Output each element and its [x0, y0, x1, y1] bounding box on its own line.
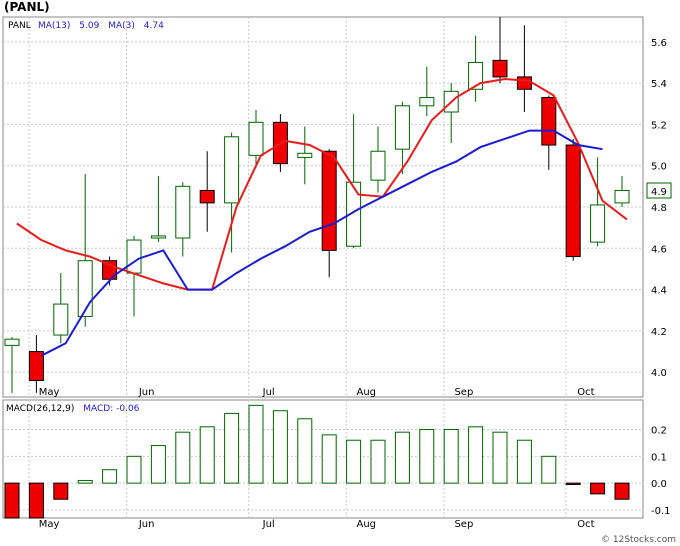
candle-up	[394, 105, 410, 150]
macd-bar-positive	[492, 431, 508, 484]
last-price-label: 4.9	[651, 187, 667, 198]
price-month-label: Jul	[262, 387, 275, 398]
candle-up	[468, 61, 484, 90]
ma13-line	[40, 129, 603, 357]
macd-axis: -0.1 0.0 0.1 0.2	[651, 426, 671, 517]
macd-bar-positive	[224, 412, 240, 484]
candle-up	[370, 150, 386, 181]
macd-tick-label: -0.1	[651, 506, 671, 517]
macd-legend: MACD(26,12,9) MACD: -0.06	[6, 404, 140, 414]
macd-bar-positive	[248, 404, 264, 484]
macd-month-label: Jul	[262, 519, 275, 530]
macd-bar-positive	[102, 469, 118, 484]
macd-bar-positive	[394, 431, 410, 484]
candle-up	[346, 181, 362, 247]
macd-bar-positive	[150, 445, 166, 484]
macd-bar-positive	[370, 439, 386, 484]
price-month-label: May	[39, 387, 60, 398]
candle-up	[297, 152, 313, 158]
price-month-label: Jun	[138, 387, 155, 398]
macd-month-label: Aug	[357, 519, 377, 530]
macd-bar-negative	[614, 482, 630, 500]
candle-up	[614, 189, 630, 204]
candle-down	[199, 189, 215, 204]
candle-up	[53, 303, 69, 336]
price-month-label: Aug	[357, 387, 377, 398]
price-tick-label: 5.0	[651, 162, 667, 173]
price-tick-label: 4.0	[651, 368, 667, 379]
candle-up	[77, 260, 93, 317]
price-grid	[3, 17, 643, 397]
price-tick-label: 4.4	[651, 286, 667, 297]
macd-bars	[4, 404, 630, 519]
macd-bar-positive	[346, 439, 362, 484]
macd-bar-positive	[126, 455, 142, 484]
macd-month-label: Sep	[454, 519, 473, 530]
macd-bar-positive	[468, 426, 484, 484]
candle-down	[321, 150, 337, 251]
macd-bar-negative	[565, 482, 581, 485]
macd-month-label: Jun	[138, 519, 155, 530]
last-price-marker: 4.9	[646, 182, 672, 199]
price-tick-label: 4.6	[651, 244, 667, 255]
candle-up	[150, 235, 166, 239]
macd-bar-positive	[541, 455, 557, 484]
macd-bar-positive	[321, 434, 337, 484]
watermark: © 12Stocks.com	[601, 535, 676, 545]
candle-down	[28, 351, 44, 381]
candle-up	[175, 185, 191, 239]
price-tick-label: 5.4	[651, 79, 667, 90]
price-month-label: Oct	[577, 387, 594, 398]
candle-up	[4, 338, 20, 346]
candle-up	[590, 204, 606, 243]
candle-up	[126, 239, 142, 274]
macd-month-label: Oct	[577, 519, 594, 530]
chart-title: (PANL)	[4, 0, 50, 14]
macd-bar-positive	[199, 426, 215, 484]
macd-bar-negative	[53, 482, 69, 500]
macd-legend-label: MACD:	[83, 404, 113, 414]
legend-ma13-value: 5.09	[79, 21, 99, 31]
price-tick-label: 5.2	[651, 120, 667, 131]
price-tick-label: 4.2	[651, 327, 667, 338]
legend-ma13-label: MA(13)	[38, 21, 70, 31]
legend-ma13: MA(13) 5.09 MA(3) 4.74	[38, 21, 164, 31]
macd-x-axis: May Jun Jul Aug Sep Oct	[39, 519, 595, 530]
price-candles	[4, 17, 630, 393]
ma3-line	[16, 77, 628, 291]
candle-down	[541, 97, 557, 146]
macd-bar-positive	[175, 431, 191, 484]
macd-tick-label: 0.2	[651, 426, 667, 437]
candle-down	[565, 144, 581, 258]
candle-up	[248, 121, 264, 156]
candle-up	[224, 136, 240, 204]
macd-bar-positive	[516, 439, 532, 484]
macd-bar-negative	[28, 482, 44, 519]
price-x-axis: May Jun Jul Aug Sep Oct	[39, 387, 595, 398]
macd-bar-negative	[590, 482, 606, 495]
macd-legend-value: -0.06	[116, 404, 140, 414]
legend-symbol: PANL	[8, 21, 31, 31]
candle-down	[516, 76, 532, 90]
macd-bar-positive	[77, 479, 93, 484]
price-month-label: Sep	[454, 387, 473, 398]
macd-legend-params: MACD(26,12,9)	[6, 404, 74, 414]
macd-bar-negative	[4, 482, 20, 519]
price-tick-label: 4.8	[651, 203, 667, 214]
macd-bar-positive	[272, 410, 288, 484]
legend-ma3-label: MA(3)	[108, 21, 135, 31]
legend-ma3-value: 4.74	[144, 21, 164, 31]
macd-bar-positive	[443, 429, 459, 484]
macd-bar-positive	[297, 418, 313, 484]
macd-bar-positive	[419, 429, 435, 484]
macd-tick-label: 0.1	[651, 452, 667, 463]
candle-down	[492, 59, 508, 78]
price-tick-label: 5.6	[651, 38, 667, 49]
price-axis: 4.0 4.2 4.4 4.6 4.8 5.0 5.2 5.4 5.6	[651, 38, 667, 379]
macd-month-label: May	[39, 519, 60, 530]
candle-up	[419, 97, 435, 107]
macd-tick-label: 0.0	[651, 479, 667, 490]
